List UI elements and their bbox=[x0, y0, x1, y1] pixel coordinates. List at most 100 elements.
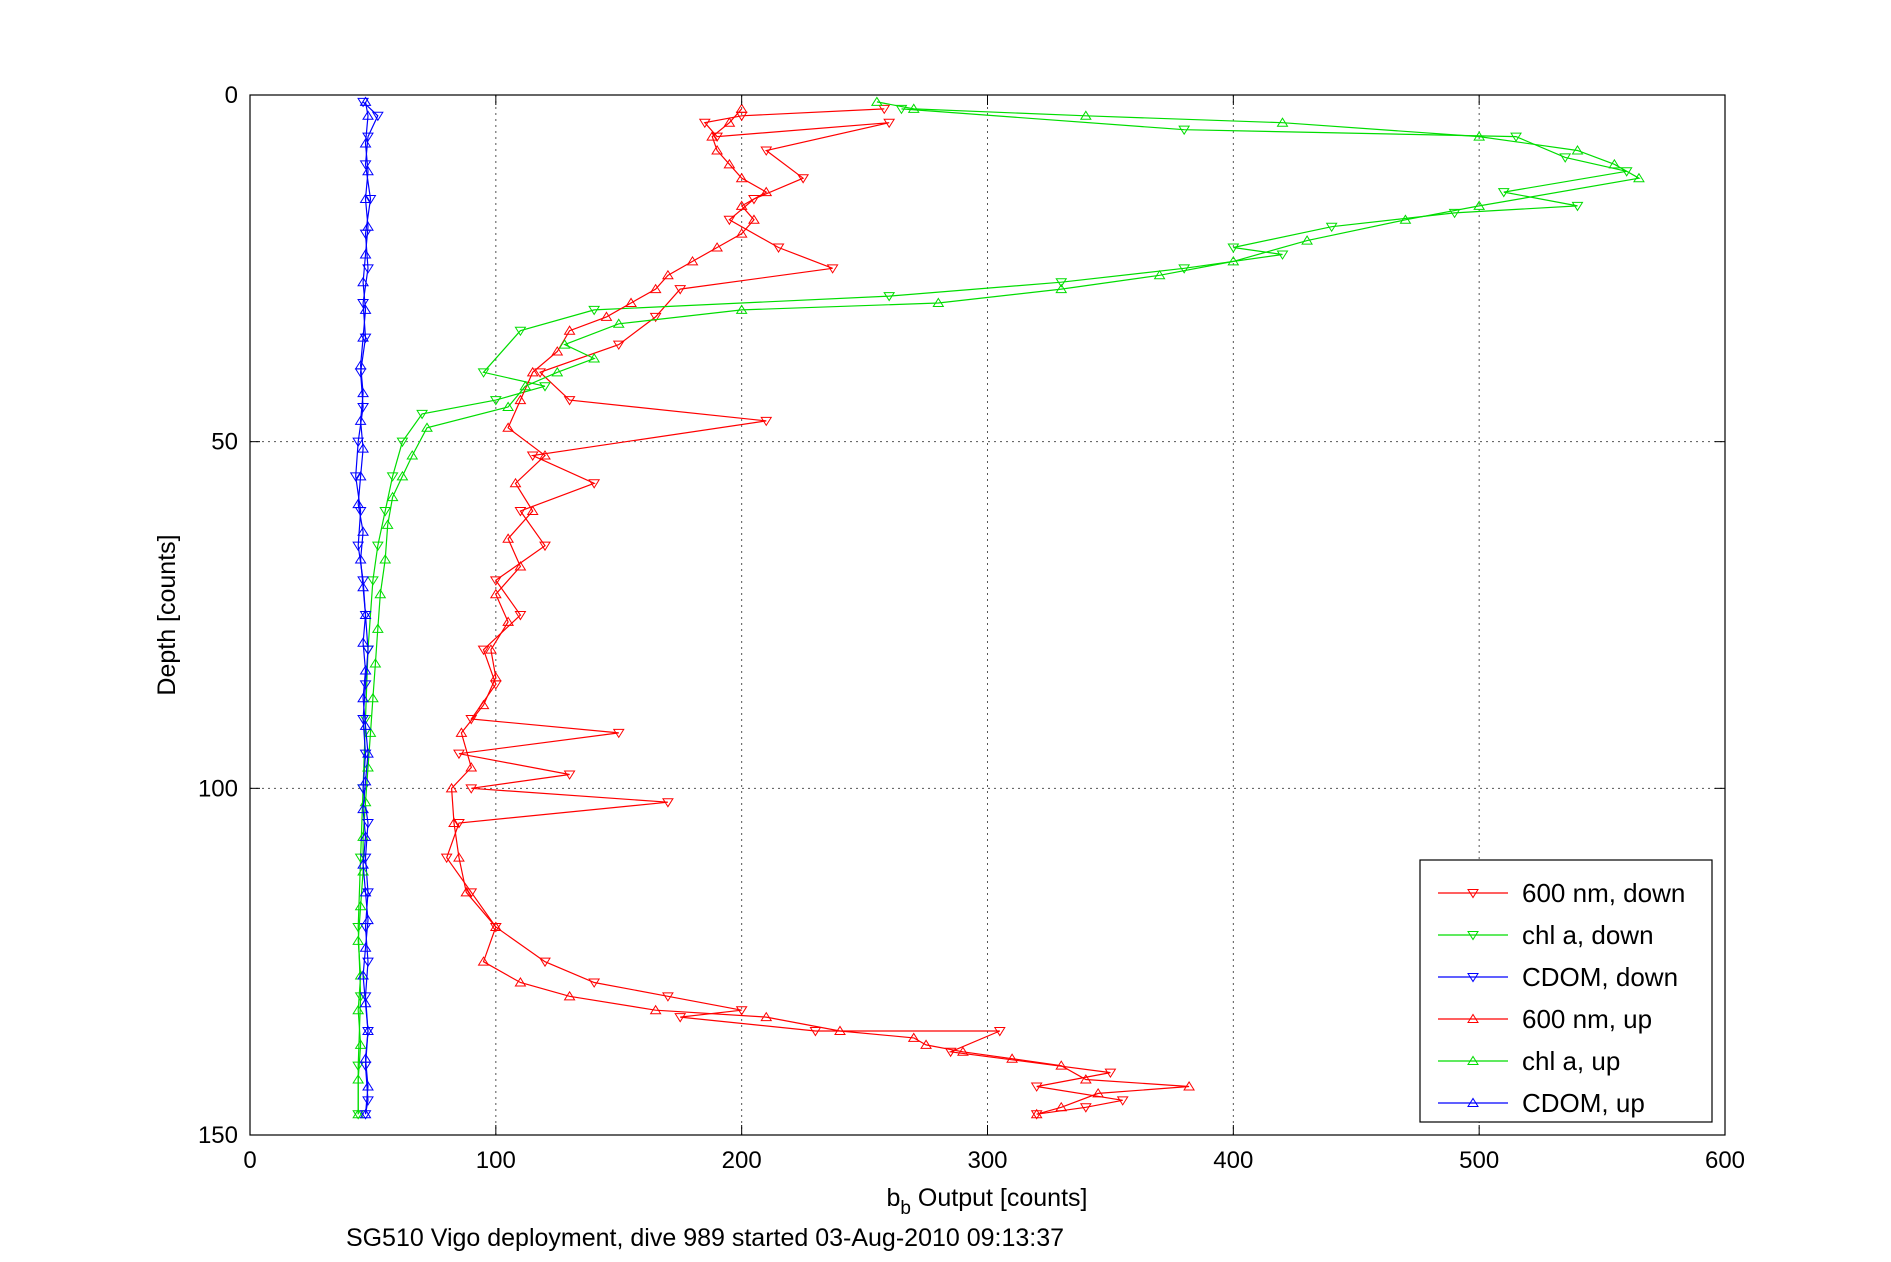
data-point bbox=[357, 403, 369, 413]
data-point bbox=[352, 437, 365, 448]
data-point bbox=[563, 325, 576, 335]
legend-marker bbox=[1467, 889, 1479, 899]
data-point bbox=[1559, 153, 1572, 163]
data-point bbox=[674, 1013, 687, 1023]
data-point bbox=[1227, 255, 1240, 266]
data-point bbox=[354, 1039, 367, 1049]
data-point bbox=[359, 138, 372, 148]
data-point bbox=[357, 970, 369, 980]
legend-label: CDOM, down bbox=[1522, 962, 1678, 992]
data-point bbox=[674, 285, 687, 295]
data-point bbox=[1497, 188, 1510, 198]
data-point bbox=[539, 382, 551, 392]
data-point bbox=[359, 942, 372, 952]
data-point bbox=[686, 255, 699, 266]
data-point bbox=[944, 1047, 957, 1058]
data-point bbox=[1079, 110, 1092, 120]
legend-marker bbox=[1467, 973, 1479, 983]
data-point bbox=[519, 380, 532, 391]
data-point bbox=[357, 276, 369, 287]
data-point bbox=[514, 507, 527, 517]
data-point bbox=[367, 692, 379, 703]
legend-entry: CDOM, down bbox=[1438, 962, 1678, 992]
legend-entry: chl a, up bbox=[1438, 1046, 1620, 1076]
data-point bbox=[1325, 222, 1338, 233]
data-point bbox=[362, 819, 374, 829]
y-axis-label: Depth [counts] bbox=[153, 534, 181, 695]
data-point bbox=[362, 1081, 374, 1091]
data-point bbox=[453, 819, 465, 829]
data-point bbox=[489, 588, 502, 599]
data-point bbox=[706, 131, 719, 141]
data-point bbox=[612, 318, 625, 328]
data-point bbox=[352, 923, 365, 933]
data-point bbox=[362, 165, 374, 176]
data-point bbox=[1608, 158, 1621, 169]
data-point bbox=[1276, 250, 1289, 260]
data-point bbox=[514, 977, 527, 987]
data-point bbox=[359, 160, 372, 170]
x-axis-label-sub: b bbox=[900, 1198, 911, 1219]
data-point bbox=[359, 992, 372, 1002]
data-point bbox=[883, 292, 896, 302]
data-point bbox=[359, 720, 372, 730]
data-point bbox=[735, 304, 748, 314]
data-point bbox=[357, 299, 369, 309]
data-point bbox=[883, 118, 896, 129]
data-point bbox=[445, 782, 458, 793]
data-point bbox=[440, 853, 453, 864]
data-point bbox=[514, 394, 527, 405]
data-point bbox=[477, 368, 490, 378]
data-point bbox=[379, 507, 392, 517]
data-point bbox=[357, 387, 369, 398]
data-point bbox=[354, 359, 367, 370]
series-line bbox=[450, 108, 1190, 1115]
data-point bbox=[588, 305, 601, 316]
data-point bbox=[588, 978, 601, 988]
data-point bbox=[735, 228, 748, 238]
data-point bbox=[367, 576, 379, 586]
data-point bbox=[1030, 1082, 1043, 1092]
data-point bbox=[539, 450, 551, 460]
data-point bbox=[386, 472, 399, 482]
data-point bbox=[357, 866, 369, 876]
data-point bbox=[662, 269, 674, 280]
data-point bbox=[760, 186, 773, 197]
data-point bbox=[1571, 145, 1584, 155]
data-point bbox=[374, 588, 387, 599]
x-tick-label: 200 bbox=[722, 1147, 762, 1174]
data-point bbox=[465, 784, 478, 794]
data-point bbox=[551, 366, 564, 377]
data-point bbox=[359, 1108, 372, 1119]
data-point bbox=[359, 609, 372, 619]
x-tick-label: 100 bbox=[476, 1147, 516, 1174]
data-point bbox=[359, 1053, 372, 1063]
data-point bbox=[362, 914, 374, 925]
data-point bbox=[357, 526, 369, 536]
data-point bbox=[735, 103, 748, 113]
data-point bbox=[932, 297, 945, 307]
data-point bbox=[1079, 1074, 1092, 1084]
data-point bbox=[455, 727, 468, 737]
data-point bbox=[526, 366, 539, 377]
data-point bbox=[1571, 201, 1584, 212]
data-point bbox=[379, 554, 392, 564]
x-tick-label: 600 bbox=[1705, 1147, 1745, 1174]
data-point bbox=[352, 1074, 365, 1084]
data-point bbox=[465, 715, 478, 725]
data-point bbox=[386, 491, 399, 502]
data-point bbox=[485, 644, 497, 654]
data-point bbox=[465, 762, 478, 772]
data-point bbox=[477, 956, 490, 966]
data-point bbox=[563, 990, 576, 1001]
data-point bbox=[371, 541, 384, 552]
data-point bbox=[359, 665, 372, 675]
data-point bbox=[359, 96, 372, 106]
data-point bbox=[1055, 1101, 1068, 1112]
data-point bbox=[362, 1025, 374, 1035]
series-line bbox=[357, 108, 1627, 1115]
data-point bbox=[357, 859, 369, 869]
data-point bbox=[359, 680, 372, 690]
data-point bbox=[502, 401, 515, 411]
